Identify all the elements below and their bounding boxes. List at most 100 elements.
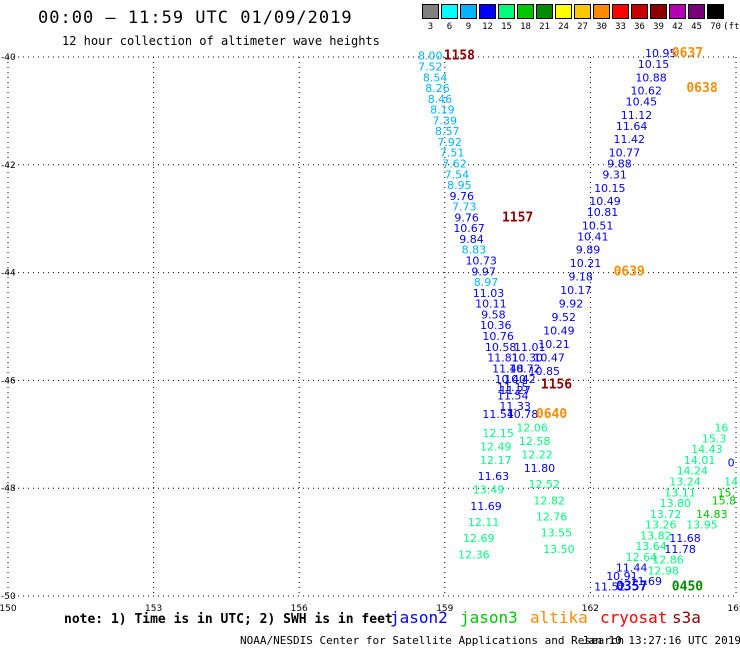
swh-value: 9.52 (551, 311, 576, 324)
swh-value: 10.81 (587, 206, 619, 219)
swh-value: 10.11 (475, 298, 507, 311)
scale-swatch-3 (422, 4, 439, 19)
lon-tick-label-162: 162 (582, 604, 599, 614)
satellite-altika: altika (530, 608, 588, 627)
track-time-label-0638: 0638 (686, 81, 717, 96)
track-time-label-0357: 0357 (616, 580, 647, 595)
scale-swatch-39 (650, 4, 667, 19)
swh-value: 13.64 (635, 540, 667, 553)
satellite-cryosat: cryosat (600, 608, 668, 627)
swh-value: 10.47 (533, 352, 565, 365)
swh-value: 9.18 (568, 271, 593, 284)
scale-swatch-45 (688, 4, 705, 19)
lat-tick-label--42: -42 (1, 161, 16, 171)
swh-value: 10.58 (485, 341, 517, 354)
swh-value: 10.21 (570, 257, 602, 270)
swh-value: 11.64 (616, 120, 648, 133)
swh-value: 10.15 (594, 182, 626, 195)
swh-value: 8.83 (462, 244, 487, 257)
swh-value: 11.63 (478, 470, 510, 483)
swh-value: 15.3 (702, 432, 727, 445)
swh-value: 11.81 (487, 352, 519, 365)
scale-swatch-15 (498, 4, 515, 19)
swh-value: 9.76 (454, 211, 479, 224)
scale-label-24: 24 (558, 22, 569, 32)
swh-value: 0 (728, 457, 735, 470)
swh-value: 11.54 (497, 389, 529, 402)
scale-label-30: 30 (596, 22, 607, 32)
scale-swatch-36 (631, 4, 648, 19)
swh-value: 14.43 (691, 443, 723, 456)
swh-value: 8.26 (425, 82, 450, 95)
scale-swatch-33 (612, 4, 629, 19)
swh-value: 9.31 (602, 168, 627, 181)
scale-label-12: 12 (482, 22, 493, 32)
swh-value: 11.27 (499, 384, 531, 397)
scale-swatch-18 (517, 4, 534, 19)
swh-value: 9.89 (576, 244, 601, 257)
scale-swatch-6 (441, 4, 458, 19)
swh-value: 10.62 (630, 85, 662, 98)
swh-value: 12.58 (519, 435, 551, 448)
swh-value: 11.68 (669, 532, 701, 545)
swh-value: 10.40 (495, 373, 527, 386)
swh-value: 11.69 (470, 500, 502, 513)
swh-value: 10.91 (606, 570, 638, 583)
swh-value: 11.15 (497, 381, 529, 394)
satellite-s3a: s3a (672, 608, 701, 627)
swh-value: 9.97 (471, 265, 496, 278)
swh-value: 10.72 (509, 362, 541, 375)
swh-value: 12.76 (536, 511, 568, 524)
swh-value: 7.39 (433, 114, 458, 127)
swh-value: 11.12 (621, 109, 653, 122)
swh-value: 10.42 (504, 373, 536, 386)
lat-tick-label--50: -50 (1, 592, 16, 602)
swh-value: 13.26 (645, 519, 677, 532)
footer-credit: NOAA/NESDIS Center for Satellite Applica… (240, 634, 625, 647)
swh-value: 8.57 (435, 125, 460, 138)
swh-value: 11.03 (473, 287, 505, 300)
track-time-label-1157: 1157 (502, 210, 533, 225)
swh-value: 11.01 (514, 341, 546, 354)
swh-value: 12.82 (533, 494, 565, 507)
swh-value: 10.15 (638, 58, 670, 71)
lat-tick-label--44: -44 (1, 269, 16, 279)
swh-value: 12.69 (463, 532, 495, 545)
swh-value: 13.49 (473, 484, 505, 497)
lat-tick-label--40: -40 (1, 53, 16, 63)
lon-tick-label-153: 153 (145, 604, 162, 614)
swh-value: 10.45 (626, 96, 658, 109)
swh-value: 11.80 (524, 462, 556, 475)
swh-value: 7.52 (418, 60, 443, 73)
swh-value: 8.97 (474, 276, 499, 289)
swh-value: 10.88 (635, 71, 667, 84)
swh-value: 12.36 (458, 548, 490, 561)
swh-value: 10.73 (465, 255, 497, 268)
scale-swatch-9 (460, 4, 477, 19)
lon-tick-label-165: 165 (727, 604, 740, 614)
lat-tick-label--48: -48 (1, 484, 16, 494)
swh-value: 11.52 (594, 581, 626, 594)
scale-swatch-30 (593, 4, 610, 19)
swh-value: 12.22 (521, 449, 553, 462)
swh-value: 13.95 (686, 519, 718, 532)
swh-value: 10.21 (538, 338, 570, 351)
scale-label-3: 3 (427, 22, 434, 32)
swh-value: 8.00 (418, 50, 443, 63)
track-time-label-1158: 1158 (444, 49, 475, 64)
swh-value: 10.49 (589, 195, 621, 208)
track-time-label-0639: 0639 (614, 264, 645, 279)
swh-value: 9.76 (450, 190, 475, 203)
scale-label-9: 9 (465, 22, 472, 32)
swh-value: 10.67 (453, 222, 485, 235)
swh-value: 12.15 (482, 427, 514, 440)
scale-label-42: 42 (672, 22, 683, 32)
scale-swatch-21 (536, 4, 553, 19)
swh-value: 14.24 (677, 465, 709, 478)
swh-value: 11.54 (482, 408, 514, 421)
swh-value: 12.64 (626, 551, 658, 564)
swh-value: 8.19 (430, 104, 455, 117)
swh-value: 7.73 (452, 201, 477, 214)
swh-value: 15. (718, 486, 736, 499)
